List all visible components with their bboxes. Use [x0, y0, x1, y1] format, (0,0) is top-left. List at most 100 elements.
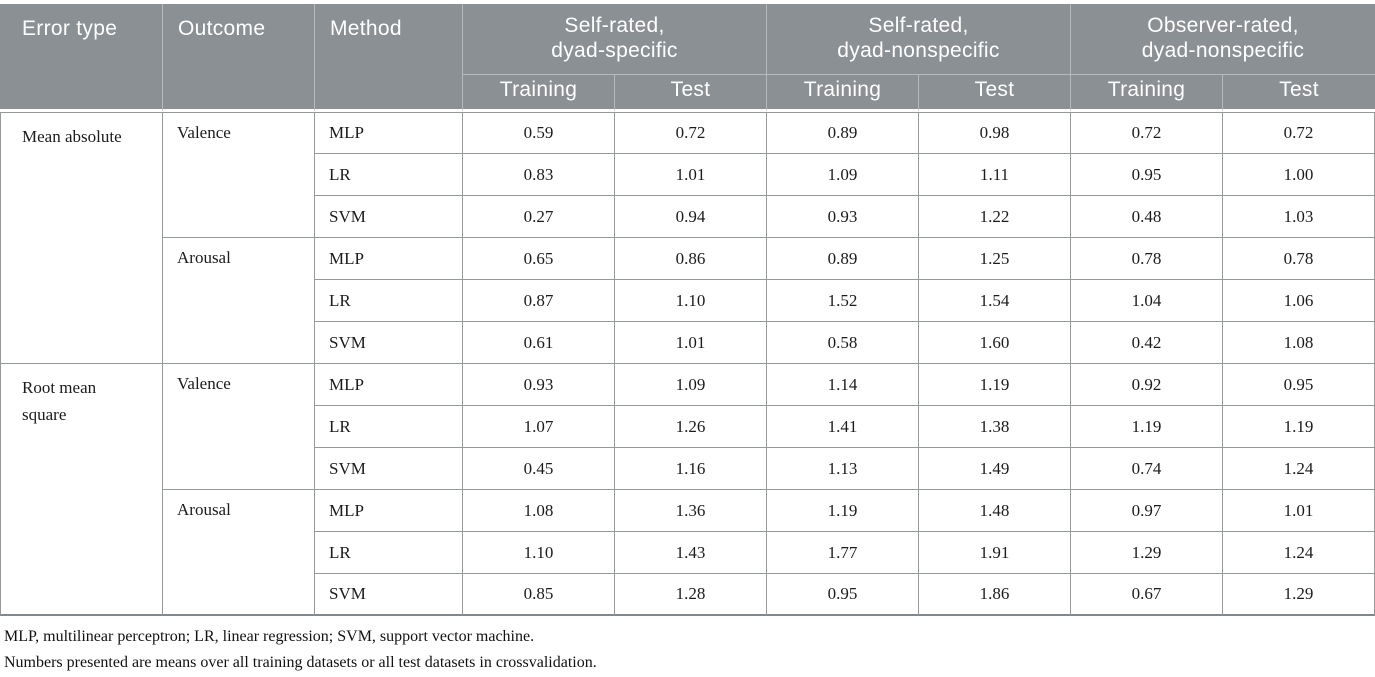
table-row: Arousal MLP 1.08 1.36 1.19 1.48 0.97 1.0…	[0, 490, 1375, 616]
table-row: LR 1.07 1.26 1.41 1.38 1.19 1.19	[0, 406, 1375, 448]
group-header-observer-rated-dyad-nonspecific: Observer-rated, dyad-nonspecific	[1071, 4, 1375, 75]
cell-value: 0.95	[767, 574, 919, 616]
cell-value: 0.45	[463, 448, 615, 490]
cell-value: 0.42	[1071, 322, 1223, 364]
cell-value: 0.65	[463, 238, 615, 280]
cell-value: 0.89	[767, 112, 919, 154]
cell-value: 1.19	[1071, 406, 1223, 448]
cell-value: 1.03	[1223, 196, 1375, 238]
cell-method: LR	[315, 406, 463, 448]
subheader-test-3: Test	[1223, 75, 1375, 112]
cell-value: 1.19	[767, 490, 919, 532]
cell-outcome: Valence	[163, 364, 315, 490]
cell-value: 1.24	[1223, 448, 1375, 490]
cell-value: 1.01	[615, 322, 767, 364]
cell-method: MLP	[315, 238, 463, 280]
table-row: SVM 0.27 0.94 0.93 1.22 0.48 1.03	[0, 196, 1375, 238]
cell-value: 1.09	[767, 154, 919, 196]
table-row: SVM 0.61 1.01 0.58 1.60 0.42 1.08	[0, 322, 1375, 364]
cell-method: SVM	[315, 196, 463, 238]
cell-value: 0.87	[463, 280, 615, 322]
col-header-error-type: Error type	[0, 4, 163, 112]
cell-value: 1.36	[615, 490, 767, 532]
cell-value: 1.43	[615, 532, 767, 574]
table-header: Error type Outcome Method Self-rated, dy…	[0, 4, 1375, 112]
cell-value: 1.49	[919, 448, 1071, 490]
cell-method: SVM	[315, 448, 463, 490]
cell-value: 1.25	[919, 238, 1071, 280]
cell-value: 0.95	[1223, 364, 1375, 406]
cell-value: 1.24	[1223, 532, 1375, 574]
cell-value: 0.97	[1071, 490, 1223, 532]
cell-method: SVM	[315, 574, 463, 616]
cell-value: 1.41	[767, 406, 919, 448]
table-row: Root mean square Valence MLP 0.93 1.09 1…	[0, 364, 1375, 616]
cell-value: 1.09	[615, 364, 767, 406]
cell-value: 0.98	[919, 112, 1071, 154]
cell-value: 0.61	[463, 322, 615, 364]
cell-value: 1.16	[615, 448, 767, 490]
cell-method: LR	[315, 154, 463, 196]
group-header-line1: Observer-rated,	[1147, 13, 1299, 37]
cell-value: 1.06	[1223, 280, 1375, 322]
cell-value: 0.78	[1223, 238, 1375, 280]
cell-value: 1.91	[919, 532, 1071, 574]
cell-value: 1.86	[919, 574, 1071, 616]
cell-value: 1.38	[919, 406, 1071, 448]
cell-value: 1.19	[1223, 406, 1375, 448]
cell-method: MLP	[315, 364, 463, 406]
table-row: LR 0.83 1.01 1.09 1.11 0.95 1.00	[0, 154, 1375, 196]
cell-value: 0.72	[1071, 112, 1223, 154]
cell-method: MLP	[315, 490, 463, 532]
cell-value: 1.29	[1223, 574, 1375, 616]
cell-value: 1.01	[1223, 490, 1375, 532]
col-header-method: Method	[315, 4, 463, 112]
cell-value: 1.08	[1223, 322, 1375, 364]
cell-value: 0.58	[767, 322, 919, 364]
results-table: Error type Outcome Method Self-rated, dy…	[0, 4, 1375, 616]
cell-value: 1.22	[919, 196, 1071, 238]
cell-method: LR	[315, 280, 463, 322]
cell-value: 0.72	[615, 112, 767, 154]
cell-value: 1.28	[615, 574, 767, 616]
cell-value: 0.93	[767, 196, 919, 238]
table-row: LR 1.10 1.43 1.77 1.91 1.29 1.24	[0, 532, 1375, 574]
cell-value: 1.29	[1071, 532, 1223, 574]
cell-value: 1.26	[615, 406, 767, 448]
col-header-outcome: Outcome	[163, 4, 315, 112]
cell-value: 0.27	[463, 196, 615, 238]
table-footnotes: MLP, multilinear perceptron; LR, linear …	[4, 624, 1375, 676]
cell-value: 0.83	[463, 154, 615, 196]
subheader-training-3: Training	[1071, 75, 1223, 112]
cell-value: 0.93	[463, 364, 615, 406]
cell-value: 1.13	[767, 448, 919, 490]
cell-value: 0.78	[1071, 238, 1223, 280]
cell-value: 0.74	[1071, 448, 1223, 490]
group-header-self-rated-dyad-specific: Self-rated, dyad-specific	[463, 4, 767, 75]
cell-method: LR	[315, 532, 463, 574]
cell-value: 1.04	[1071, 280, 1223, 322]
cell-value: 1.10	[615, 280, 767, 322]
cell-error-type: Mean absolute	[0, 112, 163, 364]
table-row: SVM 0.85 1.28 0.95 1.86 0.67 1.29	[0, 574, 1375, 616]
cell-value: 0.48	[1071, 196, 1223, 238]
cell-value: 0.67	[1071, 574, 1223, 616]
group-header-line1: Self-rated,	[868, 13, 969, 37]
cell-value: 1.14	[767, 364, 919, 406]
cell-value: 0.92	[1071, 364, 1223, 406]
group-header-line2: dyad-nonspecific	[1141, 39, 1305, 62]
cell-outcome: Arousal	[163, 238, 315, 364]
cell-value: 1.10	[463, 532, 615, 574]
cell-value: 1.60	[919, 322, 1071, 364]
cell-outcome: Arousal	[163, 490, 315, 616]
cell-value: 1.54	[919, 280, 1071, 322]
cell-value: 1.77	[767, 532, 919, 574]
subheader-test-1: Test	[615, 75, 767, 112]
cell-value: 0.85	[463, 574, 615, 616]
table-row: Mean absolute Valence MLP 0.59 0.72 0.89…	[0, 112, 1375, 364]
cell-value: 1.48	[919, 490, 1071, 532]
cell-error-type: Root mean square	[0, 364, 163, 616]
cell-value: 1.08	[463, 490, 615, 532]
cell-value: 0.59	[463, 112, 615, 154]
cell-value: 0.72	[1223, 112, 1375, 154]
